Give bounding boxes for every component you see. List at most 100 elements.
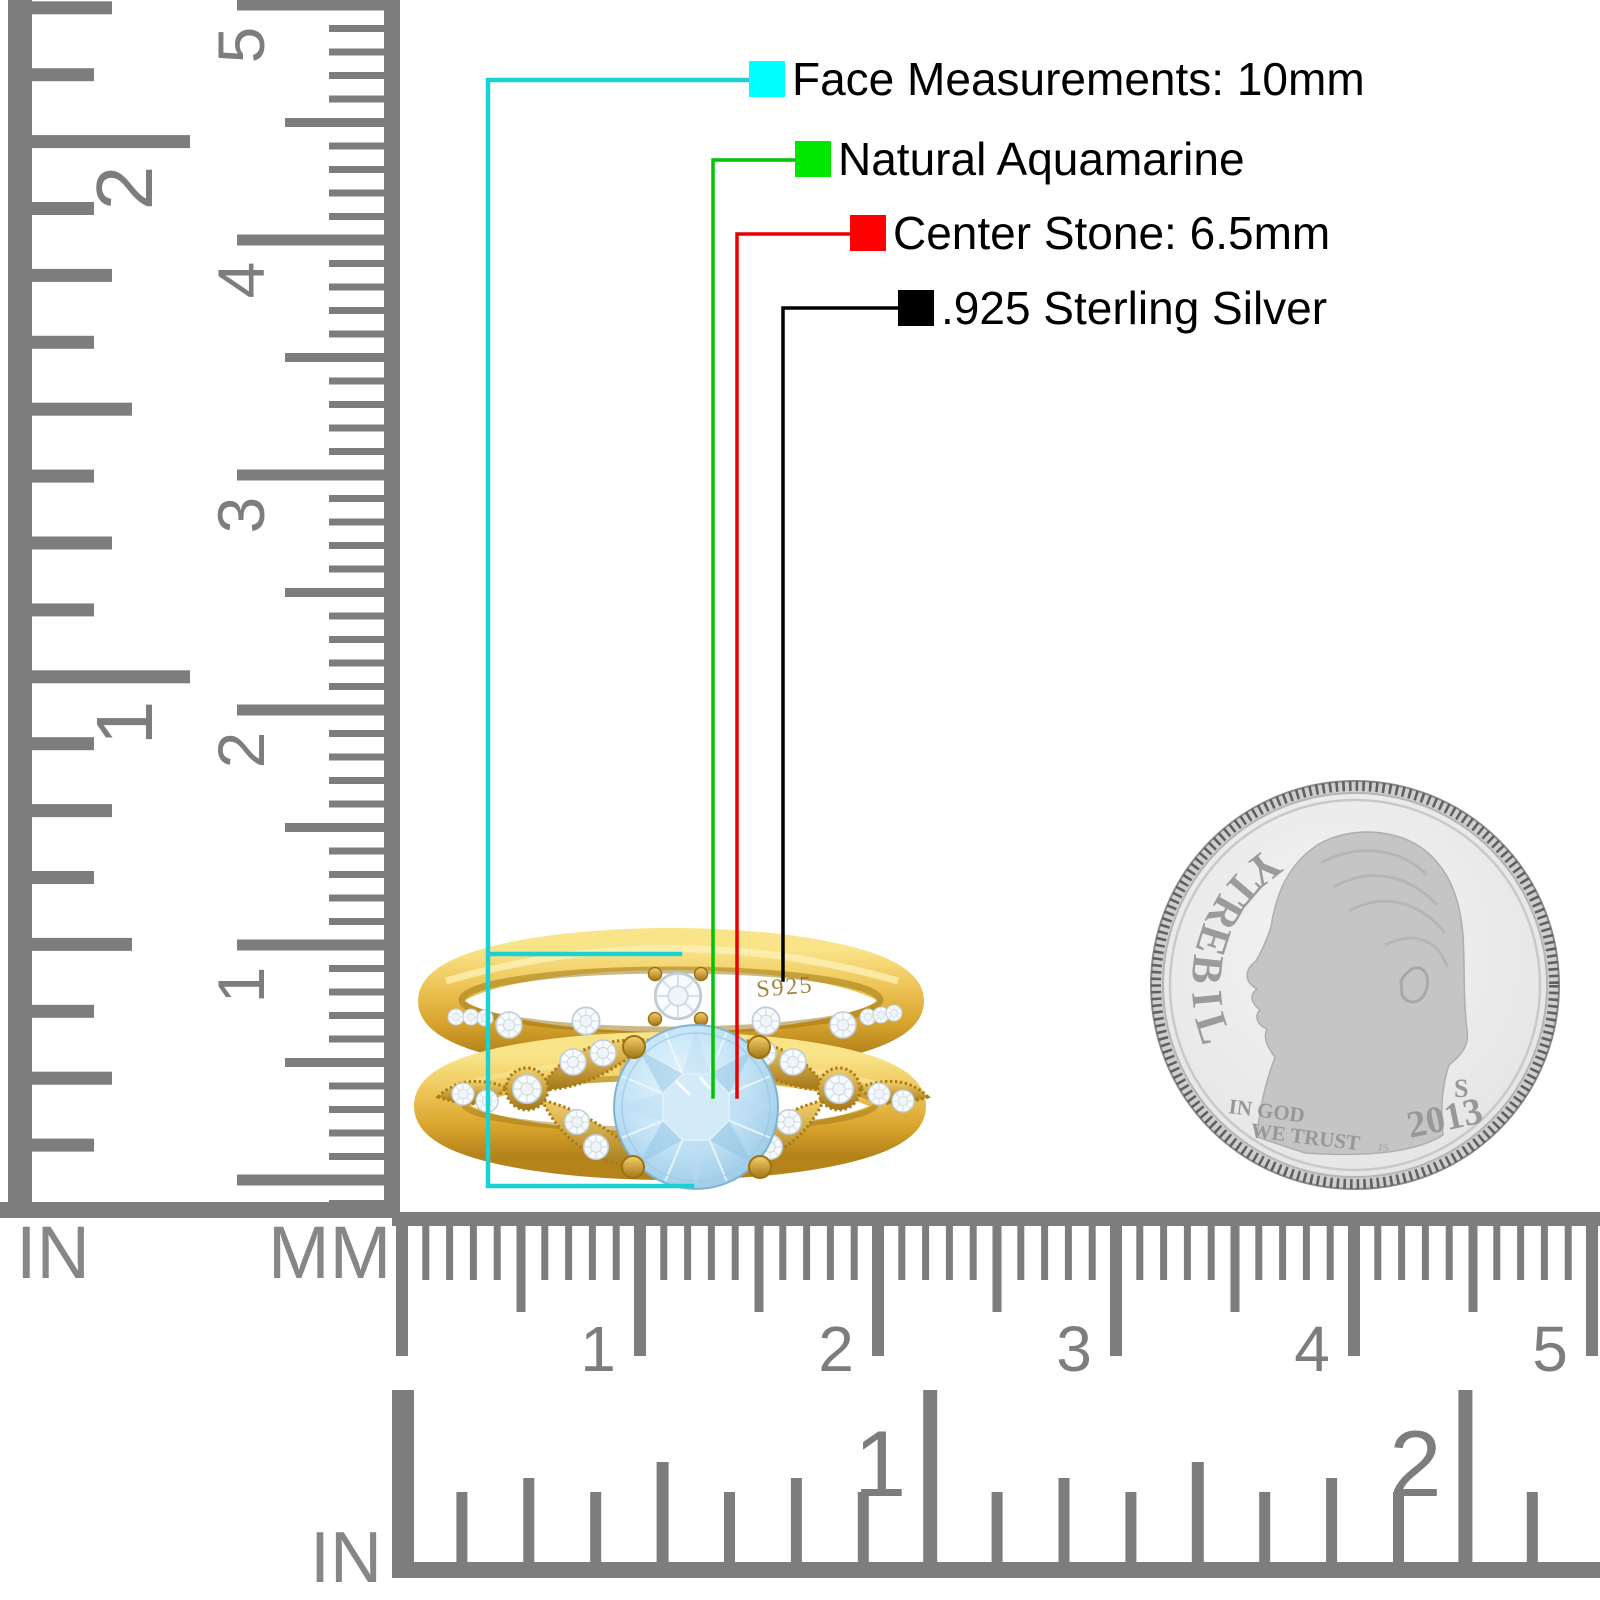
mm-tick — [329, 659, 384, 667]
mm-tick — [1183, 1226, 1191, 1280]
mm-tick — [329, 730, 384, 737]
mm-tick — [329, 965, 384, 972]
mm-tick — [1374, 1226, 1382, 1280]
bottom-mm-ruler-number: 3 — [1056, 1313, 1092, 1385]
mm-tick — [1041, 1226, 1049, 1280]
left-mm-ruler-number: 5 — [204, 27, 278, 64]
bottom-mm-ruler-number: 4 — [1294, 1313, 1330, 1385]
mm-tick — [329, 1106, 384, 1113]
mm-tick — [1421, 1226, 1429, 1280]
mm-tick — [898, 1226, 906, 1280]
inch-tick — [32, 603, 94, 617]
inch-tick — [32, 469, 94, 483]
mm-tick — [329, 777, 384, 784]
sparkle — [674, 1076, 712, 1097]
mm-tick — [329, 330, 384, 338]
mm-tick — [469, 1226, 477, 1280]
bottom-inch-ruler-end — [392, 1390, 414, 1566]
mm-tick — [329, 495, 384, 502]
facet-line — [621, 1075, 664, 1095]
ring-hallmark: S925 — [755, 972, 814, 1003]
inch-tick — [32, 202, 94, 215]
mm-tick — [992, 1226, 1002, 1312]
mm-tick — [329, 72, 384, 79]
mm-tick — [329, 565, 384, 573]
bottom-inch-ruler-number: 1 — [854, 1411, 906, 1516]
mm-tick — [1302, 1226, 1310, 1280]
aquamarine-ring: S925 — [414, 928, 931, 1190]
inch-tick — [1191, 1462, 1204, 1562]
mm-tick — [237, 939, 384, 951]
mm-tick — [329, 166, 384, 173]
mm-tick — [329, 1129, 384, 1137]
mm-tick — [329, 307, 384, 314]
mm-tick — [329, 753, 384, 761]
inch-tick — [32, 1071, 112, 1085]
mm-tick — [1326, 1226, 1334, 1280]
facet-wedge — [616, 1093, 663, 1121]
inch-tick — [32, 1004, 94, 1018]
sterling-silver-callout-line — [781, 306, 901, 982]
mm-tick — [329, 871, 384, 878]
callout-label-natural-aquamarine: Natural Aquamarine — [838, 133, 1245, 185]
callout-face-measurements: Face Measurements: 10mm — [749, 56, 1365, 102]
inch-tick — [32, 871, 94, 884]
cz-stone — [885, 1004, 903, 1022]
bottom-mm-ruler-number: 1 — [580, 1313, 616, 1385]
callout-label-sterling-silver: .925 Sterling Silver — [941, 282, 1328, 334]
mm-tick — [707, 1226, 715, 1280]
stone-table — [661, 1072, 731, 1142]
callout-center-stone: Center Stone: 6.5mm — [850, 207, 1331, 259]
mm-tick — [329, 988, 384, 996]
mm-tick — [516, 1226, 526, 1312]
mm-tick — [660, 1226, 668, 1280]
mm-tick — [237, 704, 384, 716]
hair-detail — [1320, 849, 1449, 968]
left-mm-ruler-number: 1 — [204, 967, 278, 1004]
mm-tick — [237, 469, 384, 481]
bottom-mm-ruler-bar — [392, 1212, 1600, 1226]
facet-line — [664, 1139, 684, 1182]
facet-line — [708, 1139, 728, 1182]
inch-tick — [456, 1492, 468, 1562]
inch-tick — [32, 670, 190, 684]
mm-tick — [237, 234, 384, 246]
mm-tick — [285, 1058, 384, 1067]
inch-tick — [32, 268, 112, 282]
mm-tick — [493, 1226, 501, 1280]
mm-tick — [1445, 1226, 1453, 1280]
facet-wedge — [682, 1027, 710, 1074]
inch-tick — [1125, 1492, 1137, 1562]
inch-tick — [523, 1478, 535, 1562]
mm-tick — [1160, 1226, 1168, 1280]
mm-tick — [329, 542, 384, 549]
mm-tick — [329, 918, 384, 925]
mm-tick — [803, 1226, 811, 1280]
cz-stone — [447, 1008, 465, 1026]
facet-line — [728, 1119, 771, 1139]
inch-tick — [32, 68, 94, 82]
mm-tick — [237, 1174, 384, 1186]
callout-label-center-stone: Center Stone: 6.5mm — [893, 207, 1331, 259]
vertical-rulers-bottom-edge — [0, 1202, 400, 1218]
mm-tick — [396, 1226, 408, 1356]
mm-tick — [1398, 1226, 1406, 1280]
mm-tick — [329, 1153, 384, 1160]
inch-tick — [1259, 1492, 1271, 1562]
mm-tick — [285, 823, 384, 832]
inch-tick — [32, 402, 132, 416]
mm-tick — [422, 1226, 430, 1280]
inch-tick — [32, 1, 112, 15]
cz-stone — [582, 1133, 610, 1161]
mm-tick — [945, 1226, 953, 1280]
cz-stone — [563, 1108, 591, 1136]
cz-stone — [495, 1011, 523, 1039]
mm-tick — [969, 1226, 977, 1280]
prongs — [621, 1035, 772, 1179]
bottom-mm-ruler-number: 2 — [818, 1313, 854, 1385]
mm-tick — [1564, 1226, 1572, 1280]
mm-tick — [612, 1226, 620, 1280]
left-inch-ruler-bar — [8, 0, 32, 1212]
